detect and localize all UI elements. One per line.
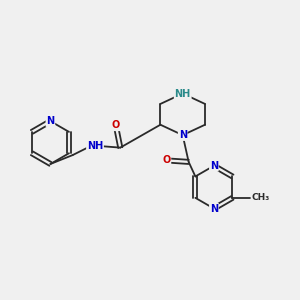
Text: NH: NH xyxy=(175,88,191,98)
Text: N: N xyxy=(46,116,55,126)
Text: N: N xyxy=(210,204,218,214)
Text: O: O xyxy=(162,155,170,165)
Text: N: N xyxy=(178,130,187,140)
Text: CH₃: CH₃ xyxy=(252,194,270,202)
Text: N: N xyxy=(210,161,218,171)
Text: NH: NH xyxy=(87,141,103,151)
Text: O: O xyxy=(112,120,120,130)
